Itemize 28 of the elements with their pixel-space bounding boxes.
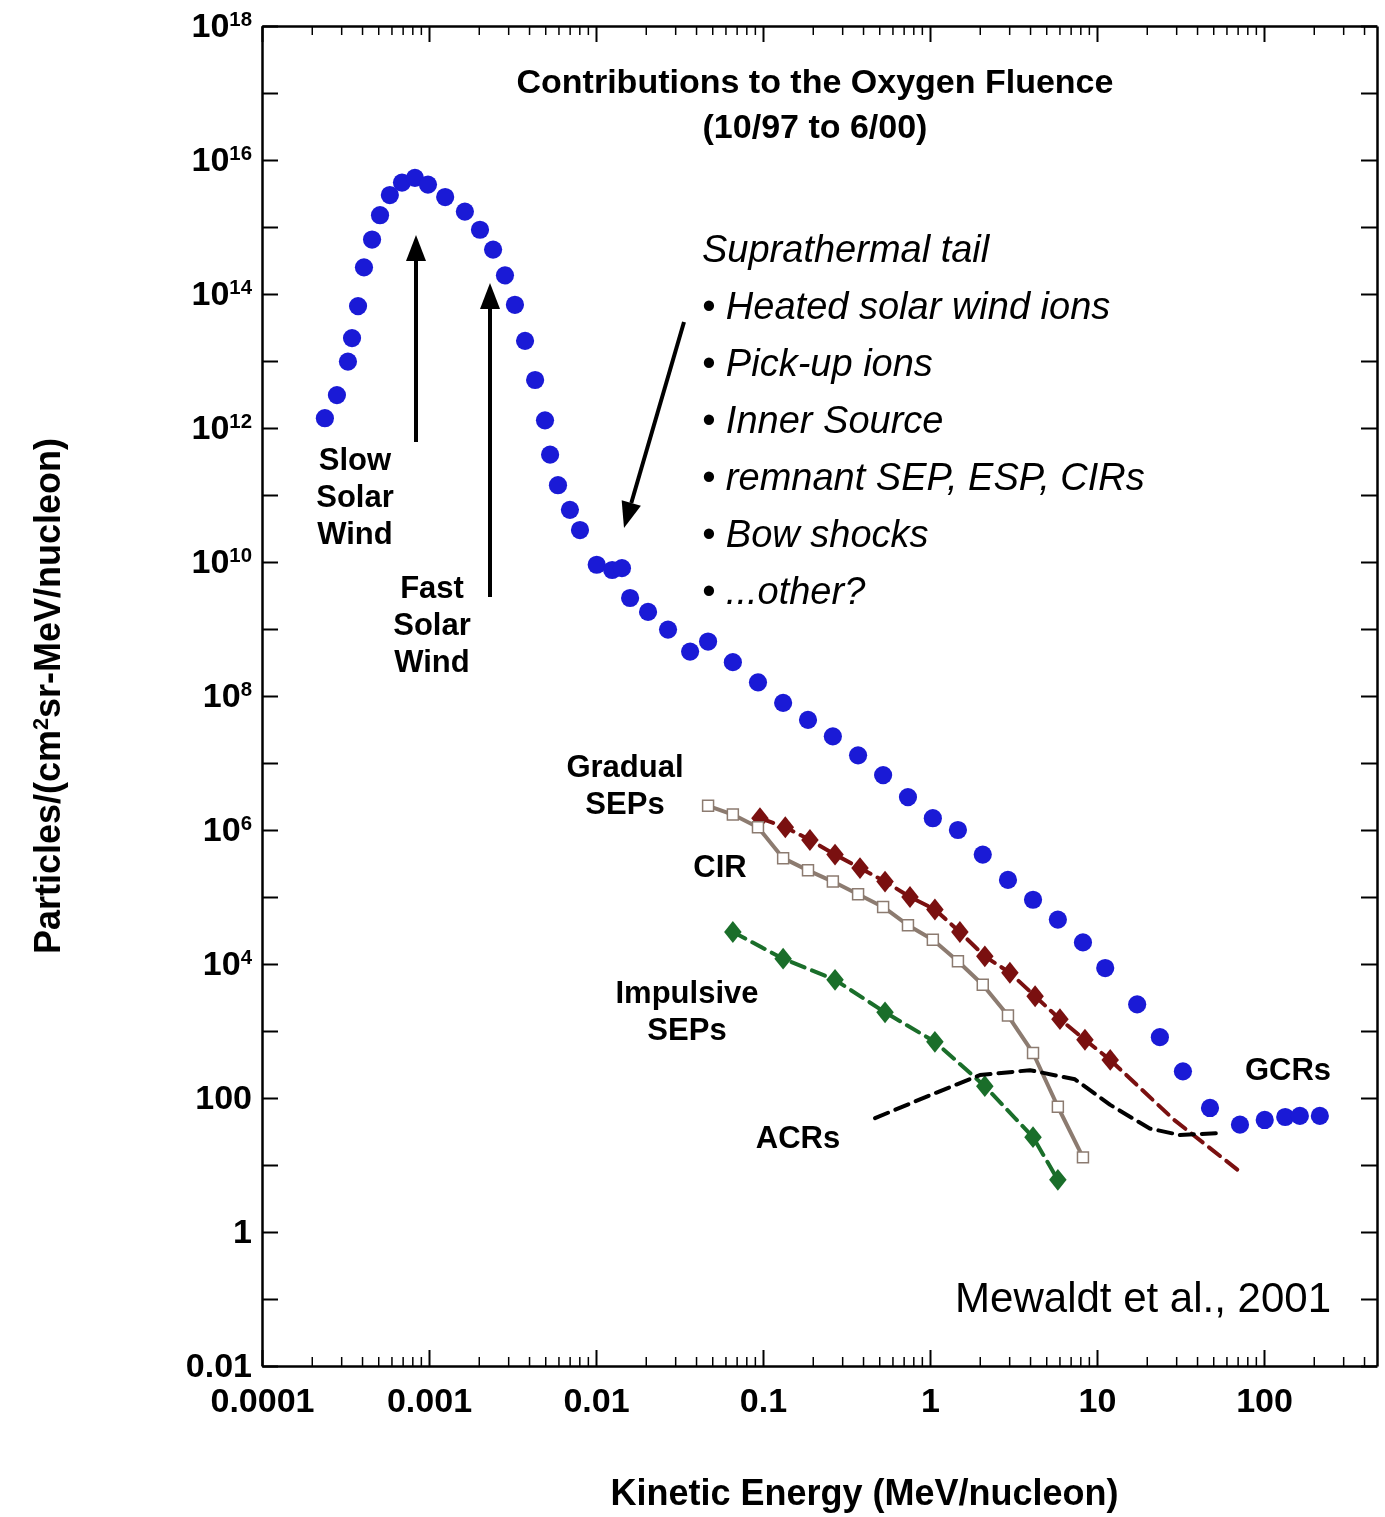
y-tick-label: 10$^{18}$ [191, 6, 252, 45]
y-tick-label: 10$^{8}$ [202, 676, 252, 715]
y-tick-label: 10$^{4}$ [202, 944, 253, 983]
y-tick-label: 1 [233, 1212, 252, 1251]
text: Contributions to the Oxygen Fluence [516, 62, 1114, 100]
annotation: Impulsive SEPs [615, 975, 759, 1047]
annotation: Slow Solar Wind [316, 442, 394, 551]
y-tick-label: 10$^{10}$ [191, 542, 252, 581]
annotation: Mewaldt et al., 2001 [955, 1274, 1331, 1321]
y-tick-label: 10$^{12}$ [191, 408, 252, 447]
y-tick-label: 100 [195, 1078, 252, 1117]
annotation: ACRs [755, 1120, 841, 1155]
annotation: Fast Solar Wind [393, 570, 471, 679]
x-tick-label: 0.1 [739, 1381, 788, 1420]
x-axis-title: Kinetic Energy (MeV/nucleon) [610, 1472, 1119, 1513]
annotation: Suprathermal tail • Heated solar wind ions • Pick-up ions • Inner Source • remnant SEP, ESP, CIRs • Bow shocks • ...other? [702, 228, 1145, 612]
y-tick-label: 10$^{16}$ [191, 140, 252, 179]
y-tick-label: 10$^{14}$ [191, 274, 253, 313]
x-tick-label: 0.001 [386, 1381, 473, 1420]
annotation: CIR [693, 849, 747, 884]
x-tick-label: 0.01 [563, 1381, 630, 1420]
text: (10/97 to 6/00) [702, 107, 928, 145]
annotation: GCRs [1244, 1052, 1332, 1087]
x-tick-label: 100 [1236, 1381, 1293, 1420]
x-tick-label: 10 [1078, 1381, 1117, 1420]
annotation: Gradual SEPs [566, 749, 684, 821]
x-tick-label: 1 [921, 1381, 940, 1420]
y-tick-label: 10$^{6}$ [202, 810, 252, 849]
